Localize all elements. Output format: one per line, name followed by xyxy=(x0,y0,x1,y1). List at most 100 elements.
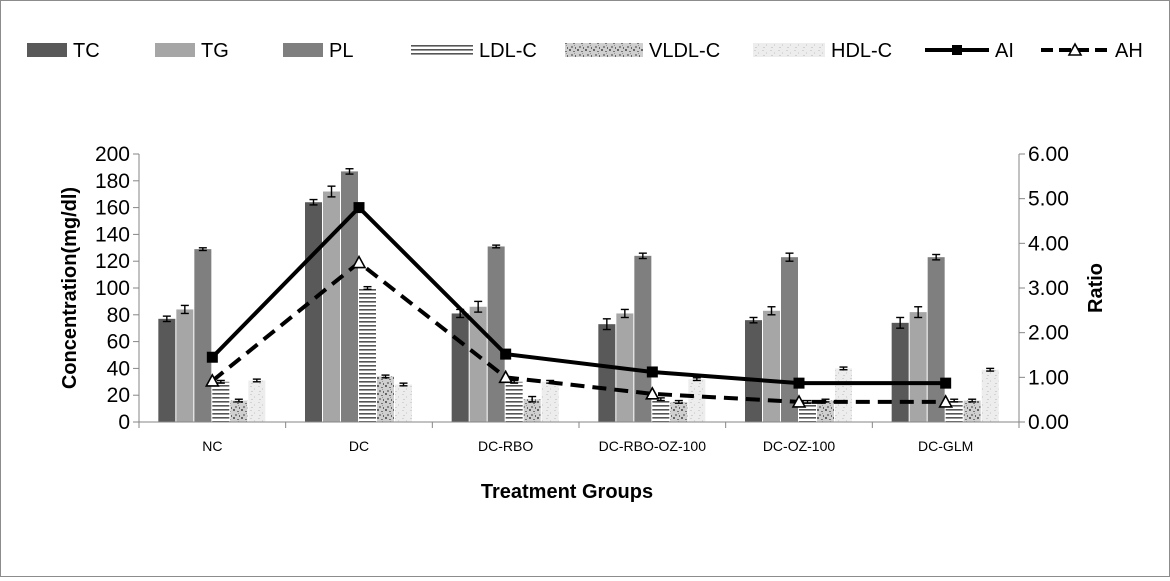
y-axis-title: Concentration(mg/dl) xyxy=(59,187,81,389)
right-tick-label: 3.00 xyxy=(1028,277,1069,300)
legend-item-hdl-c: HDL-C xyxy=(753,40,892,62)
legend-swatch xyxy=(565,43,643,57)
error-bar-tg xyxy=(474,300,483,313)
legend-item-ah: AH xyxy=(1041,40,1143,62)
bar-hdl-c xyxy=(688,379,706,422)
left-tick-label: 20 xyxy=(107,384,130,407)
right-tick-label: 0.00 xyxy=(1028,411,1069,434)
legend-marker xyxy=(1067,42,1083,56)
error-bar-tc xyxy=(162,315,171,323)
bar-vldl-c xyxy=(523,399,541,422)
legend-item-pl: PL xyxy=(283,40,353,62)
legend-label: HDL-C xyxy=(831,40,892,62)
legend-item-tg: TG xyxy=(155,40,229,62)
right-tick-label: 6.00 xyxy=(1028,143,1069,166)
legend-label: PL xyxy=(329,40,353,62)
legend-label: AI xyxy=(995,40,1014,62)
legend-item-tc: TC xyxy=(27,40,100,62)
error-bar-hdl-c xyxy=(399,382,408,387)
left-tick-label: 180 xyxy=(95,170,130,193)
right-tick-label: 4.00 xyxy=(1028,232,1069,255)
right-tick-label: 1.00 xyxy=(1028,366,1069,389)
legend-item-vldl-c: VLDL-C xyxy=(565,40,720,62)
error-bar-hdl-c xyxy=(986,367,995,372)
error-bar-ldl-c xyxy=(803,399,812,404)
legend-label: LDL-C xyxy=(479,40,537,62)
bar-tc xyxy=(158,318,176,422)
bar-ldl-c xyxy=(212,381,230,422)
error-bar-hdl-c xyxy=(839,366,848,371)
bar-hdl-c xyxy=(395,384,412,422)
lines xyxy=(204,202,954,408)
marker-ai xyxy=(793,377,805,389)
x-tick-label: DC-GLM xyxy=(918,438,973,454)
legend-swatch xyxy=(155,43,195,57)
bar-vldl-c xyxy=(377,376,394,422)
marker-ah xyxy=(791,394,807,408)
bar-hdl-c xyxy=(835,368,852,422)
error-bar-tg xyxy=(180,304,189,315)
right-tick-label: 2.00 xyxy=(1028,322,1069,345)
legend-label: TG xyxy=(201,40,229,62)
error-bar-tc xyxy=(602,318,611,331)
error-bar-tc xyxy=(749,316,758,324)
left-tick-label: 100 xyxy=(95,277,130,300)
line-ah xyxy=(211,260,946,404)
error-bar-ldl-c xyxy=(950,398,959,403)
marker-ai xyxy=(206,351,218,363)
marker-ah xyxy=(351,254,367,269)
marker-ah xyxy=(938,394,954,408)
bar-pl xyxy=(487,246,505,422)
bar-hdl-c xyxy=(981,369,999,422)
y2-axis-title: Ratio xyxy=(1085,263,1107,313)
legend-item-ldl-c: LDL-C xyxy=(411,40,537,62)
error-bar-hdl-c xyxy=(692,377,701,382)
error-bar-vldl-c xyxy=(234,398,243,403)
error-bar-tc xyxy=(896,316,905,329)
bar-ldl-c xyxy=(505,381,523,422)
error-bar-vldl-c xyxy=(968,398,977,403)
bar-pl xyxy=(634,255,652,422)
marker-ai xyxy=(353,202,365,214)
marker-ah xyxy=(498,369,514,384)
error-bar-tg xyxy=(767,306,776,316)
bar-tg xyxy=(469,306,487,422)
line-ai xyxy=(210,205,946,386)
bar-vldl-c xyxy=(670,401,688,422)
left-tick-label: 120 xyxy=(95,250,130,273)
bar-pl xyxy=(341,171,358,422)
bar-tc xyxy=(891,322,909,422)
error-bar-ldl-c xyxy=(363,285,372,291)
legend: TC TG PL LDL-C VLDL-C HDL-C AI AH xyxy=(27,40,1143,62)
error-bar-tg xyxy=(914,306,923,319)
bar-tg xyxy=(763,310,780,422)
marker-ah xyxy=(204,373,220,387)
error-bar-pl xyxy=(345,168,354,175)
legend-item-ai: AI xyxy=(925,40,1014,62)
bar-vldl-c xyxy=(817,400,834,422)
left-tick-label: 140 xyxy=(95,223,130,246)
bar-tg xyxy=(323,191,340,422)
error-bar-pl xyxy=(785,252,794,262)
bar-hdl-c xyxy=(541,381,559,422)
bar-tc xyxy=(745,320,762,422)
error-bar-hdl-c xyxy=(252,378,261,383)
marker-ai xyxy=(646,366,658,378)
error-bar-pl xyxy=(198,247,207,252)
legend-swatch xyxy=(27,43,67,57)
bar-pl xyxy=(194,249,212,422)
bar-tg xyxy=(176,309,194,422)
bars xyxy=(158,168,999,422)
x-tick-label: DC xyxy=(349,438,369,454)
marker-ai xyxy=(940,377,952,389)
legend-swatch xyxy=(283,43,323,57)
error-bar-pl xyxy=(492,244,501,249)
error-bar-vldl-c xyxy=(528,395,537,403)
legend-label: AH xyxy=(1115,40,1143,62)
bar-vldl-c xyxy=(230,400,248,422)
bar-ldl-c xyxy=(359,288,376,422)
error-bar-vldl-c xyxy=(674,399,683,404)
error-bar-vldl-c xyxy=(381,374,390,379)
marker-ai xyxy=(500,348,512,360)
error-bar-tg xyxy=(620,308,629,319)
